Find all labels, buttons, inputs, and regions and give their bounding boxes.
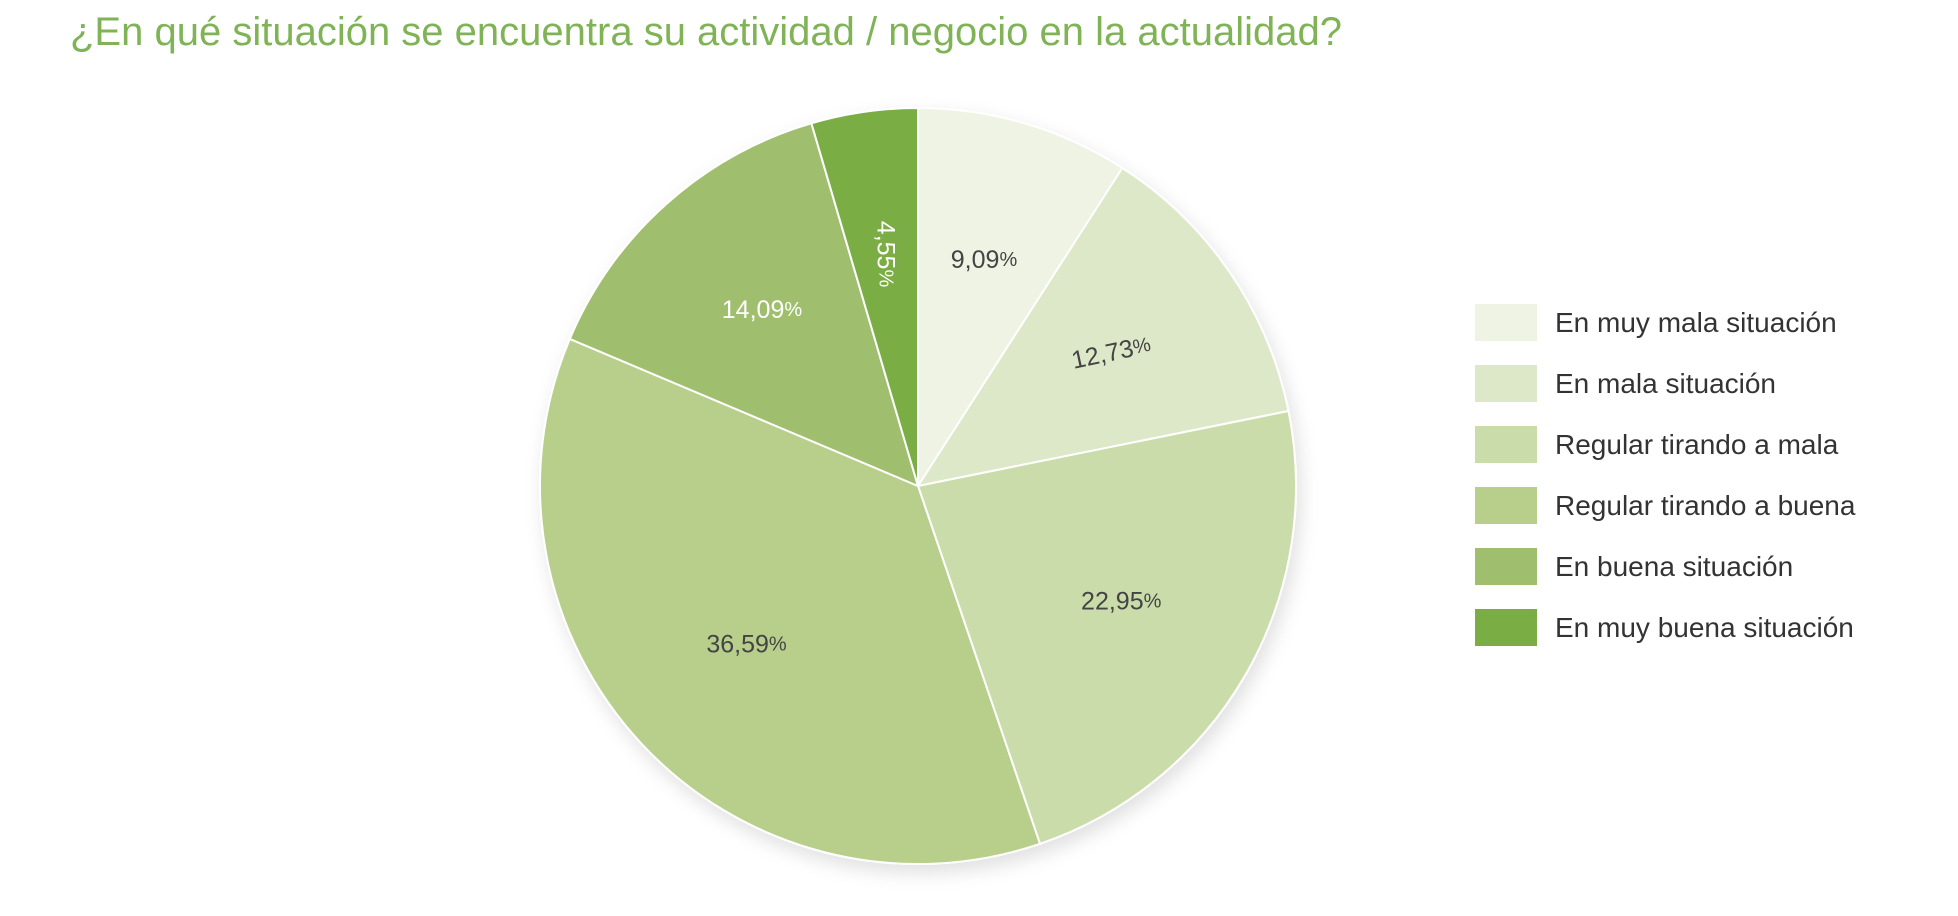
legend-swatch: [1475, 487, 1537, 524]
legend-label: En muy buena situación: [1555, 611, 1854, 643]
pie-slice-6: [810, 106, 919, 487]
chart-title: ¿En qué situación se encuentra su activi…: [70, 10, 1342, 54]
legend-item-4: Regular tirando a buena: [1475, 487, 1855, 524]
legend-label: Regular tirando a mala: [1555, 428, 1839, 460]
slice-label-3: 22,95%: [1081, 587, 1162, 615]
pie-slice-4: [539, 337, 1042, 865]
legend-swatch: [1475, 304, 1537, 341]
legend-label: En mala situación: [1555, 367, 1777, 399]
pie-slice-2: [915, 166, 1290, 488]
legend-item-5: En buena situación: [1475, 548, 1855, 585]
slice-label-6: 4,55%: [872, 221, 900, 288]
slice-label-5: 14,09%: [722, 296, 803, 324]
pie-slice-1: [917, 106, 1124, 490]
slice-label-1: 9,09%: [951, 246, 1018, 274]
legend-item-2: En mala situación: [1475, 365, 1855, 402]
legend-item-1: En muy mala situación: [1475, 304, 1855, 341]
legend: En muy mala situación En mala situación Re…: [1475, 304, 1855, 670]
legend-label: En muy mala situación: [1555, 306, 1837, 338]
legend-label: Regular tirando a buena: [1555, 489, 1856, 521]
legend-swatch: [1475, 426, 1537, 463]
legend-swatch: [1475, 609, 1537, 646]
pie-slice-3: [916, 409, 1297, 846]
slice-label-4: 36,59%: [706, 630, 787, 658]
legend-swatch: [1475, 365, 1537, 402]
legend-swatch: [1475, 548, 1537, 585]
legend-item-6: En muy buena situación: [1475, 609, 1855, 646]
legend-item-3: Regular tirando a mala: [1475, 426, 1855, 463]
pie-slice-5: [568, 122, 920, 488]
legend-label: En buena situación: [1555, 550, 1794, 582]
